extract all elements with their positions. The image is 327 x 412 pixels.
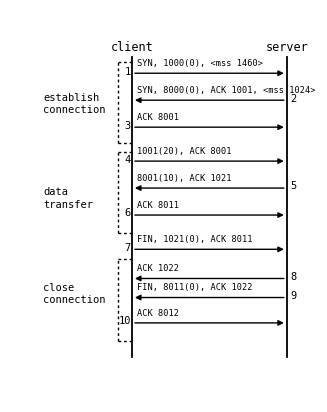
Text: establish
connection: establish connection	[43, 93, 106, 115]
Text: 1001(20), ACK 8001: 1001(20), ACK 8001	[137, 147, 232, 156]
Text: FIN, 8011(0), ACK 1022: FIN, 8011(0), ACK 1022	[137, 283, 253, 293]
Text: 2: 2	[290, 94, 297, 103]
Text: client: client	[111, 41, 153, 54]
Text: FIN, 1021(0), ACK 8011: FIN, 1021(0), ACK 8011	[137, 235, 253, 244]
Text: 8: 8	[290, 272, 297, 282]
Text: ACK 8012: ACK 8012	[137, 309, 179, 318]
Text: 8001(10), ACK 1021: 8001(10), ACK 1021	[137, 174, 232, 183]
Text: ACK 1022: ACK 1022	[137, 265, 179, 274]
Text: ACK 8001: ACK 8001	[137, 113, 179, 122]
Text: 10: 10	[118, 316, 131, 326]
Text: 5: 5	[290, 182, 297, 192]
Text: 3: 3	[125, 121, 131, 131]
Text: close
connection: close connection	[43, 283, 106, 305]
Text: 7: 7	[125, 243, 131, 253]
Text: 9: 9	[290, 291, 297, 301]
Text: SYN, 1000(0), <mss 1460>: SYN, 1000(0), <mss 1460>	[137, 59, 263, 68]
Text: 4: 4	[125, 154, 131, 164]
Text: SYN, 8000(0), ACK 1001, <mss 1024>: SYN, 8000(0), ACK 1001, <mss 1024>	[137, 86, 316, 95]
Text: 1: 1	[125, 67, 131, 77]
Text: 6: 6	[125, 208, 131, 218]
Text: server: server	[265, 41, 308, 54]
Text: ACK 8011: ACK 8011	[137, 201, 179, 210]
Text: data
transfer: data transfer	[43, 187, 94, 210]
